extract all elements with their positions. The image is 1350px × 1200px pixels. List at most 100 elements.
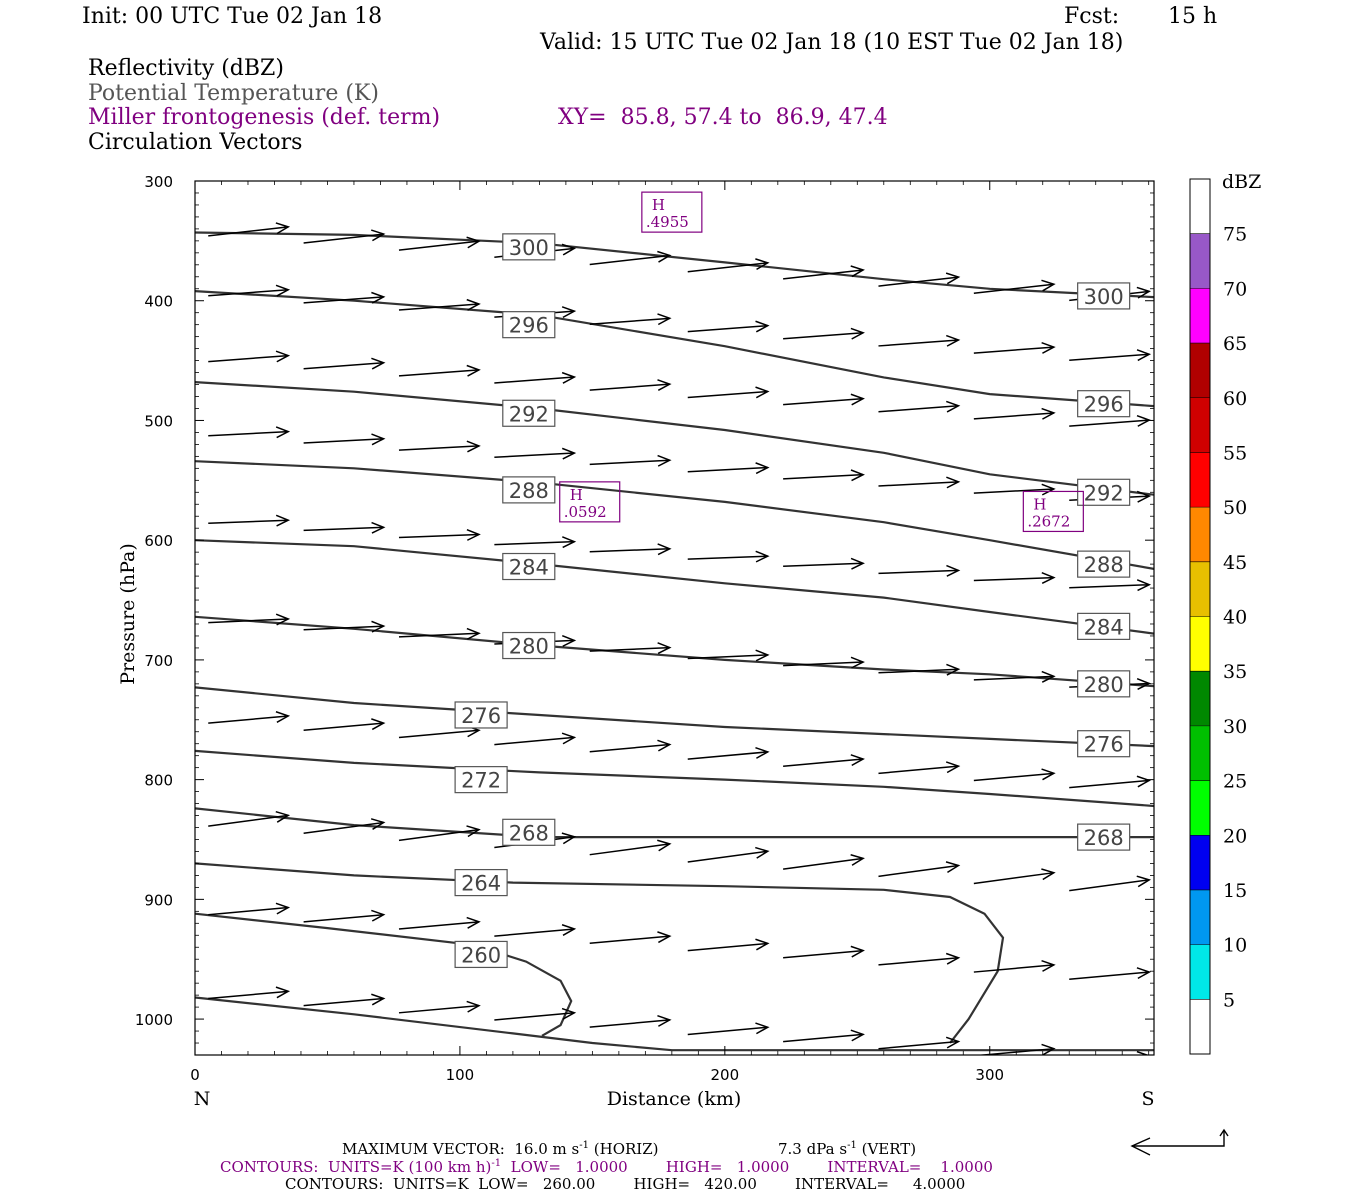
frontogenesis-maximum: H.0592 [559, 481, 621, 523]
circulation-vector [878, 272, 961, 287]
contour-label: 284 [1077, 612, 1131, 640]
circulation-vector [878, 334, 961, 347]
svg-text:H: H [570, 486, 583, 504]
y-tick-label: 600 [144, 532, 173, 550]
circulation-vector [783, 854, 865, 870]
x-tick-label: 0 [190, 1066, 200, 1084]
contour-label: 288 [1077, 550, 1131, 578]
colorbar-swatch [1190, 671, 1210, 726]
circulation-vector [303, 229, 386, 244]
dbz-colorbar: 5 10 15 20 25 30 35 40 45 50 55 60 65 70 75 [1189, 178, 1247, 1055]
contour-label: 260 [454, 940, 508, 969]
colorbar-swatch [1190, 561, 1210, 617]
contour-label: 268 [502, 818, 556, 846]
circulation-vector [303, 357, 386, 370]
colorbar-swatch [1190, 288, 1210, 344]
circulation-vector [303, 433, 386, 446]
circulation-vector [687, 938, 770, 952]
contour-label: 264 [454, 868, 508, 897]
colorbar-level: 40 [1223, 607, 1247, 629]
circulation-vector [303, 818, 386, 835]
circulation-vector [398, 916, 481, 930]
frontogenesis-maximum: H.2672 [1022, 490, 1084, 533]
colorbar-swatch [1190, 616, 1210, 672]
svg-text:260: 260 [461, 943, 501, 967]
circulation-vector [208, 986, 291, 1000]
circulation-vector [1069, 775, 1152, 789]
svg-text:268: 268 [1084, 826, 1124, 850]
contour-label: 272 [454, 766, 508, 794]
colorbar-level: 70 [1223, 278, 1247, 300]
svg-text:264: 264 [461, 872, 501, 896]
circulation-vector [589, 931, 672, 945]
colorbar-swatch [1190, 397, 1210, 453]
svg-text:292: 292 [1084, 481, 1124, 505]
y-tick-label: 500 [144, 412, 173, 430]
circulation-vector [398, 298, 481, 311]
contour-label: 280 [502, 631, 556, 660]
contour-label: 300 [1077, 282, 1131, 310]
x-axis-label: Distance (km) [607, 1088, 742, 1110]
circulation-vector [1069, 875, 1152, 892]
circulation-vector [398, 440, 481, 453]
svg-text:268: 268 [509, 821, 549, 845]
y-tick-label: 700 [144, 652, 173, 670]
circulation-vector [494, 447, 577, 460]
circulation-vector [783, 656, 865, 669]
colorbar-swatch [1190, 725, 1210, 781]
plot-frame [194, 180, 1155, 1056]
y-tick-label: 900 [144, 891, 173, 909]
circulation-vector [687, 258, 770, 273]
max-vector-vert: 7.3 dPa s-1 (VERT) [778, 1140, 917, 1158]
colorbar-level: 65 [1223, 333, 1247, 355]
contour-label: 276 [454, 701, 508, 729]
cross-section-coords: XY= 85.8, 57.4 to 86.9, 47.4 [558, 105, 888, 130]
circulation-vector [589, 739, 672, 753]
colorbar-level: 45 [1223, 552, 1247, 574]
circulation-vector [208, 350, 291, 363]
svg-text:.0592: .0592 [564, 503, 607, 521]
circulation-vector [878, 476, 961, 489]
svg-text:288: 288 [1084, 553, 1124, 577]
circulation-vector [783, 469, 865, 482]
colorbar-level: 35 [1223, 661, 1247, 683]
contour-labels: 300 300 296 296 292 292 288 288 284 284 280 280 276 2… [454, 233, 1131, 969]
circulation-vector [589, 250, 672, 266]
colorbar-level: 30 [1223, 716, 1247, 738]
circulation-vector [783, 754, 865, 767]
circulation-vector [208, 810, 291, 827]
init-time: Init: 00 UTC Tue 02 Jan 18 [82, 4, 383, 29]
theta-contour-268 [195, 807, 1154, 839]
contour-label: 296 [502, 311, 556, 339]
theta-contour-284 [195, 539, 1154, 635]
svg-text:300: 300 [509, 236, 549, 260]
circulation-vector [783, 945, 865, 959]
theta-contour-288 [195, 460, 1154, 570]
colorbar-level: 20 [1223, 825, 1247, 847]
frontogenesis-title: Miller frontogenesis (def. term) [88, 105, 441, 130]
south-label: S [1141, 1088, 1154, 1110]
circulation-vector [494, 924, 577, 937]
colorbar-level: 15 [1223, 880, 1247, 902]
colorbar-level: 5 [1223, 989, 1235, 1011]
circulation-vector [208, 711, 291, 724]
contour-label: 276 [1077, 730, 1131, 758]
circulation-vector [783, 1029, 865, 1043]
colorbar-level: 10 [1223, 935, 1247, 957]
contour-label: 296 [1077, 390, 1131, 418]
circulation-vector [208, 222, 291, 237]
theta-contour-260 [195, 912, 573, 1037]
y-axis-label: Pressure (hPa) [117, 543, 139, 685]
theta-contour-292 [195, 381, 1154, 496]
svg-text:288: 288 [509, 479, 549, 503]
colorbar-swatch [1190, 452, 1210, 508]
circulation-vector [589, 379, 672, 392]
circulation-vector [687, 320, 770, 333]
circulation-vector [398, 364, 481, 377]
circulation-vector [494, 536, 577, 549]
x-tick-label: 300 [975, 1066, 1004, 1084]
circulation-vector [687, 550, 770, 563]
circulation-vector [208, 514, 291, 527]
